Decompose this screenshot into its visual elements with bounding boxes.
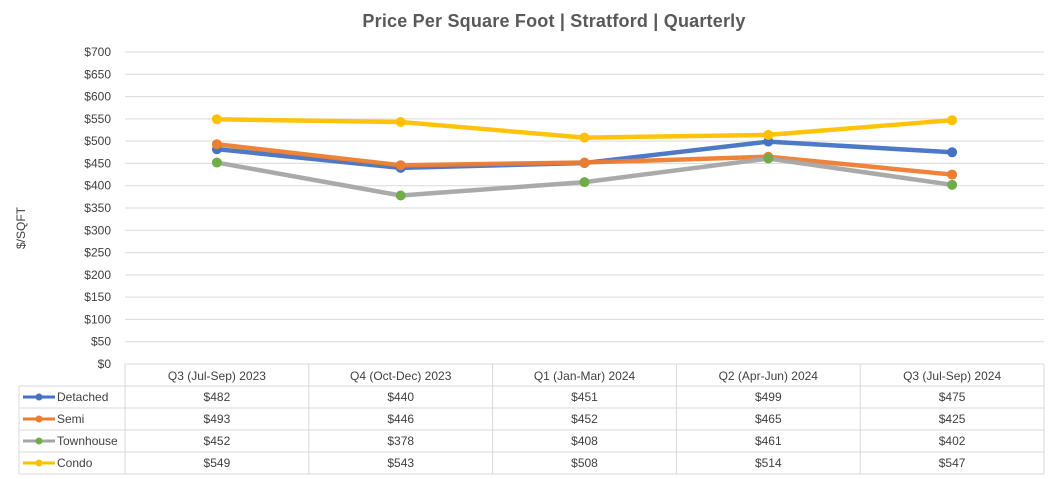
chart-title: Price Per Square Foot | Stratford | Quar… — [362, 11, 746, 31]
data-label: $514 — [755, 456, 782, 470]
data-label: $451 — [571, 390, 598, 404]
y-tick-label: $200 — [84, 268, 111, 282]
data-point — [763, 153, 774, 164]
data-label: $465 — [755, 412, 782, 426]
data-point — [947, 179, 958, 190]
x-tick-label: Q1 (Jan-Mar) 2024 — [534, 369, 636, 383]
data-point — [947, 115, 958, 126]
y-tick-label: $100 — [84, 312, 111, 326]
data-point — [947, 169, 958, 180]
data-label: $493 — [204, 412, 231, 426]
y-tick-label: $700 — [84, 45, 111, 59]
data-label: $475 — [939, 390, 966, 404]
data-label: $482 — [204, 390, 231, 404]
data-point — [211, 157, 222, 168]
data-point — [395, 190, 406, 201]
gridlines — [125, 51, 1044, 365]
data-table: Q3 (Jul-Sep) 2023 Q4 (Oct-Dec) 2023 Q1 (Ja… — [18, 363, 1045, 475]
y-tick-labels: $0 $50 $100 $150 $200 $250 $300 $350 $400 $450 $50… — [84, 45, 111, 371]
y-tick-label: $550 — [84, 112, 111, 126]
y-tick-label: $150 — [84, 290, 111, 304]
data-label: $378 — [387, 434, 414, 448]
data-label: $549 — [204, 456, 231, 470]
y-tick-label: $250 — [84, 246, 111, 260]
legend-key-marker — [35, 415, 43, 423]
data-label: $440 — [387, 390, 414, 404]
y-tick-label: $450 — [84, 156, 111, 170]
x-tick-label: Q3 (Jul-Sep) 2024 — [903, 369, 1001, 383]
legend-key-marker — [35, 437, 43, 445]
data-point — [947, 147, 958, 158]
legend-label: Townhouse — [57, 434, 118, 448]
data-label: $408 — [571, 434, 598, 448]
data-label: $543 — [387, 456, 414, 470]
series-markers — [211, 114, 958, 201]
y-tick-label: $50 — [91, 335, 111, 349]
data-point — [211, 114, 222, 125]
data-label: $452 — [204, 434, 231, 448]
data-label: $446 — [387, 412, 414, 426]
y-tick-label: $0 — [98, 357, 112, 371]
data-label: $402 — [939, 434, 966, 448]
y-tick-label: $650 — [84, 67, 111, 81]
y-tick-label: $500 — [84, 134, 111, 148]
legend-label: Condo — [57, 456, 93, 470]
data-point — [579, 177, 590, 188]
data-label: $461 — [755, 434, 782, 448]
legend-label: Semi — [57, 412, 84, 426]
data-point — [763, 129, 774, 140]
y-tick-label: $350 — [84, 201, 111, 215]
data-label: $425 — [939, 412, 966, 426]
data-label: $547 — [939, 456, 966, 470]
data-point — [579, 157, 590, 168]
y-tick-label: $400 — [84, 179, 111, 193]
x-tick-label: Q2 (Apr-Jun) 2024 — [719, 369, 819, 383]
data-label: $499 — [755, 390, 782, 404]
data-point — [395, 160, 406, 171]
y-tick-label: $600 — [84, 90, 111, 104]
legend-key-marker — [35, 393, 43, 401]
data-point — [579, 132, 590, 143]
data-point — [211, 139, 222, 150]
data-label: $508 — [571, 456, 598, 470]
x-tick-label: Q3 (Jul-Sep) 2023 — [168, 369, 266, 383]
data-point — [395, 116, 406, 127]
legend-label: Detached — [57, 390, 108, 404]
data-label: $452 — [571, 412, 598, 426]
legend-key-marker — [35, 459, 43, 467]
x-tick-label: Q4 (Oct-Dec) 2023 — [350, 369, 452, 383]
y-tick-label: $300 — [84, 223, 111, 237]
